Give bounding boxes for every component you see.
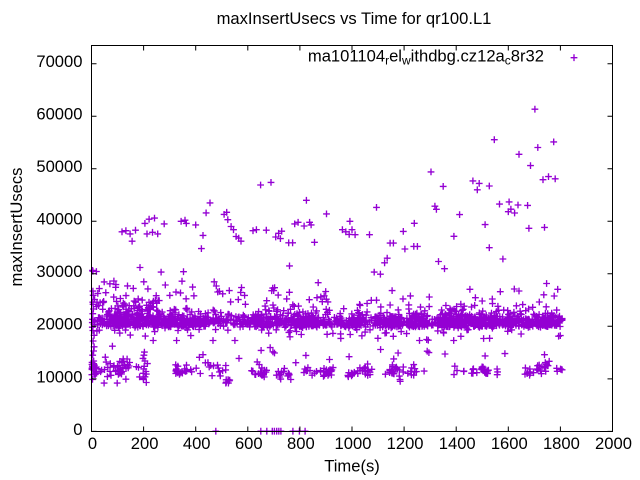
svg-text:1200: 1200	[387, 434, 424, 453]
svg-text:60000: 60000	[36, 105, 82, 124]
svg-text:1000: 1000	[335, 434, 372, 453]
svg-text:200: 200	[131, 434, 159, 453]
svg-text:40000: 40000	[36, 210, 82, 229]
svg-text:1400: 1400	[439, 434, 476, 453]
svg-text:Time(s): Time(s)	[324, 457, 380, 476]
svg-text:2000: 2000	[595, 434, 632, 453]
svg-text:50000: 50000	[36, 157, 82, 176]
svg-text:1600: 1600	[491, 434, 528, 453]
svg-text:30000: 30000	[36, 262, 82, 281]
svg-text:20000: 20000	[36, 315, 82, 334]
svg-text:ma101104relwithdbg.cz12ac8r32: ma101104relwithdbg.cz12ac8r32	[308, 46, 544, 67]
svg-text:70000: 70000	[36, 52, 82, 71]
svg-text:0: 0	[73, 420, 82, 439]
svg-text:600: 600	[235, 434, 263, 453]
svg-text:1800: 1800	[543, 434, 580, 453]
svg-text:maxInsertUsecs vs Time for qr1: maxInsertUsecs vs Time for qr100.L1	[217, 9, 492, 28]
svg-text:10000: 10000	[36, 367, 82, 386]
svg-text:800: 800	[287, 434, 315, 453]
svg-text:400: 400	[183, 434, 211, 453]
svg-text:0: 0	[88, 434, 97, 453]
svg-text:maxInsertUsecs: maxInsertUsecs	[7, 168, 26, 287]
